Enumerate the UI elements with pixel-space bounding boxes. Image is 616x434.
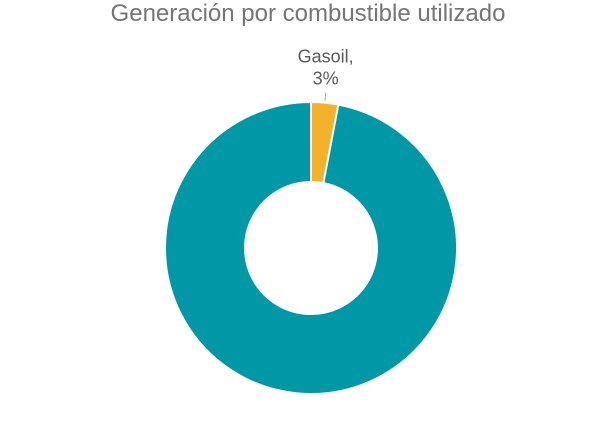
donut-slice-1 [164, 100, 458, 395]
data-labels: Gasoil,3% [298, 47, 354, 101]
leader-line [324, 92, 327, 101]
slice-label-name: Gasoil, [298, 47, 354, 67]
donut-slices [164, 100, 458, 395]
slice-label-value: 3% [313, 69, 339, 89]
chart-title: Generación por combustible utilizado [110, 0, 506, 27]
